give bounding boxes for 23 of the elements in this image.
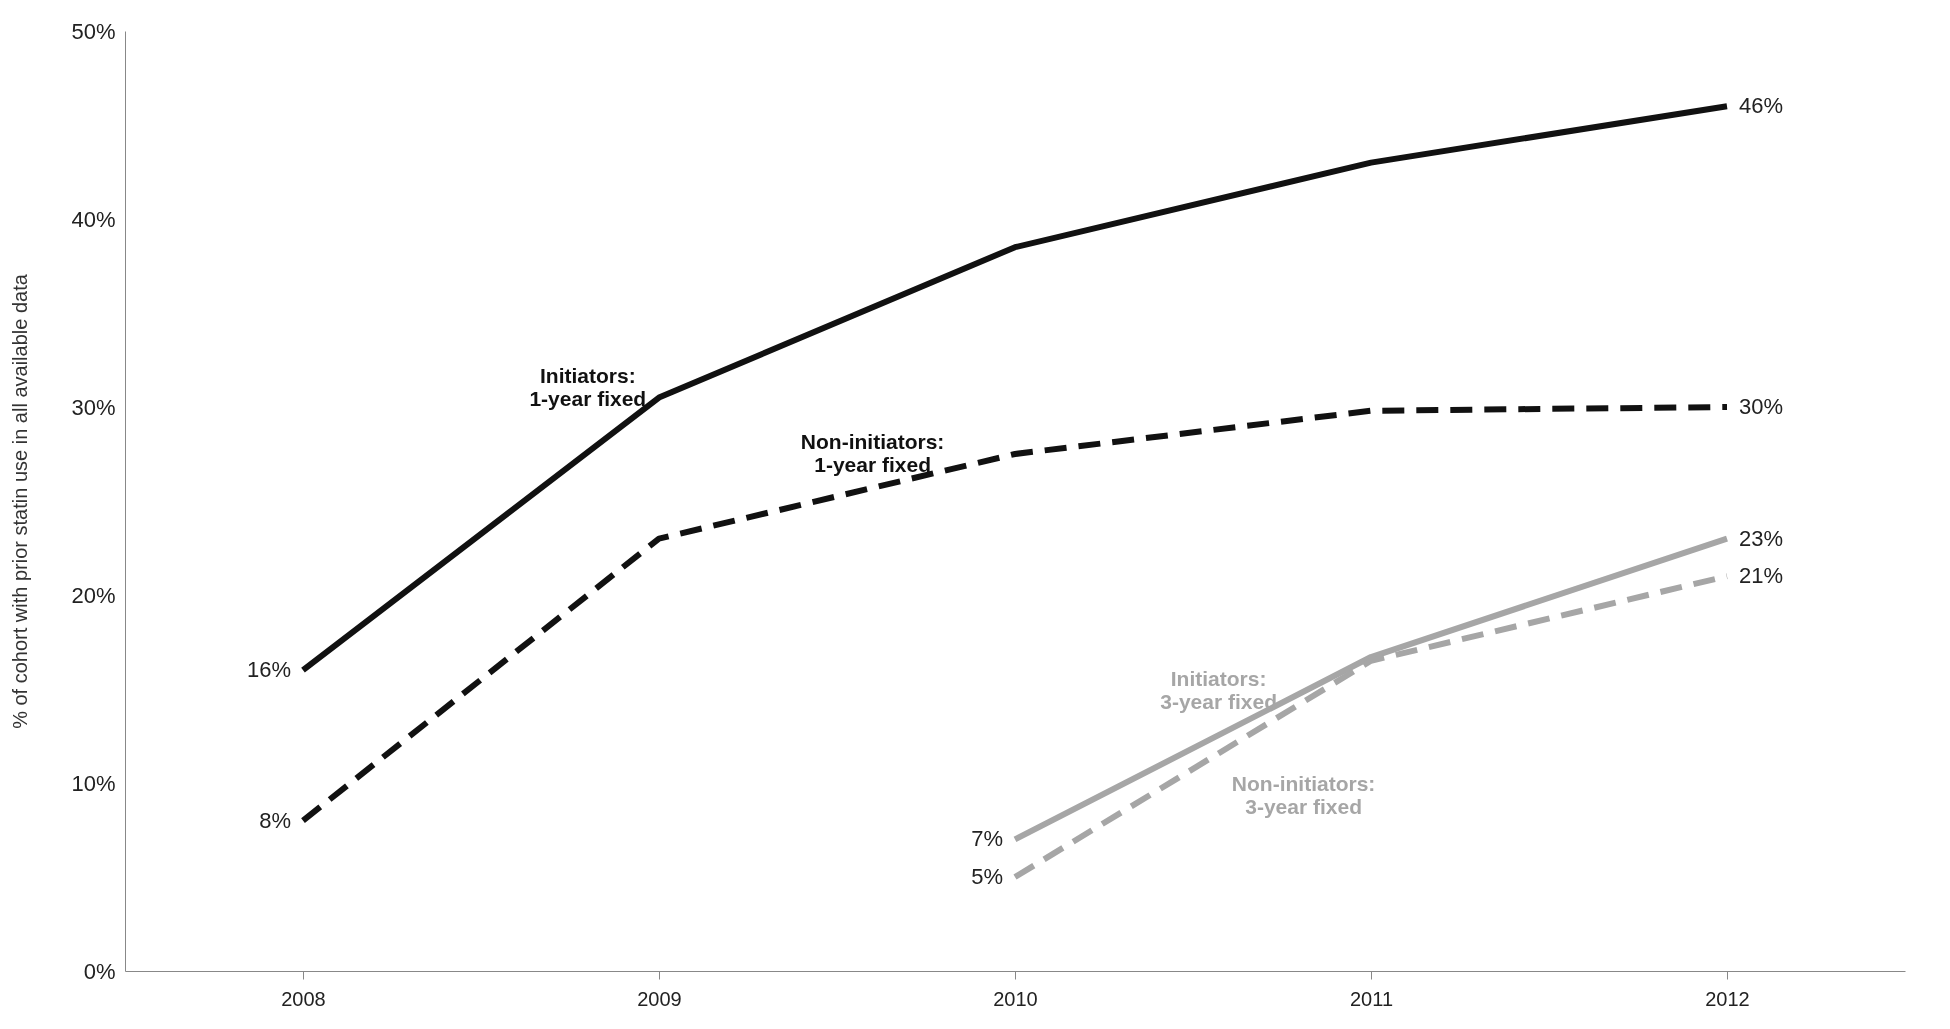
y-tick-label: 20%	[71, 582, 116, 608]
y-axis-title: % of cohort with prior statin use in all available data	[9, 273, 32, 729]
x-tick-label: 2010	[993, 987, 1038, 1010]
data-label: 16%	[246, 657, 291, 683]
x-tick-label: 2008	[281, 987, 326, 1010]
data-label: 21%	[1739, 563, 1784, 589]
data-label: 8%	[259, 807, 291, 833]
series-label: Non-initiators: 1-year fixed	[800, 429, 945, 476]
y-tick-label: 10%	[71, 770, 116, 796]
data-label: 23%	[1739, 525, 1784, 551]
data-label: 30%	[1739, 394, 1784, 419]
x-tick-label: 2009	[637, 987, 682, 1010]
y-tick-label: 50%	[71, 18, 116, 44]
data-label: 7%	[971, 826, 1003, 852]
data-label: 46%	[1739, 93, 1784, 119]
x-tick-label: 2011	[1349, 987, 1394, 1010]
y-tick-label: 40%	[71, 206, 116, 232]
series-label: Non-initiators: 3-year fixed	[1231, 772, 1376, 819]
data-label: 5%	[971, 864, 1003, 889]
y-tick-label: 0%	[83, 958, 116, 984]
x-tick-label: 2012	[1705, 987, 1750, 1010]
y-tick-label: 30%	[71, 394, 116, 420]
series-label: Initiators: 1-year fixed	[529, 364, 647, 411]
